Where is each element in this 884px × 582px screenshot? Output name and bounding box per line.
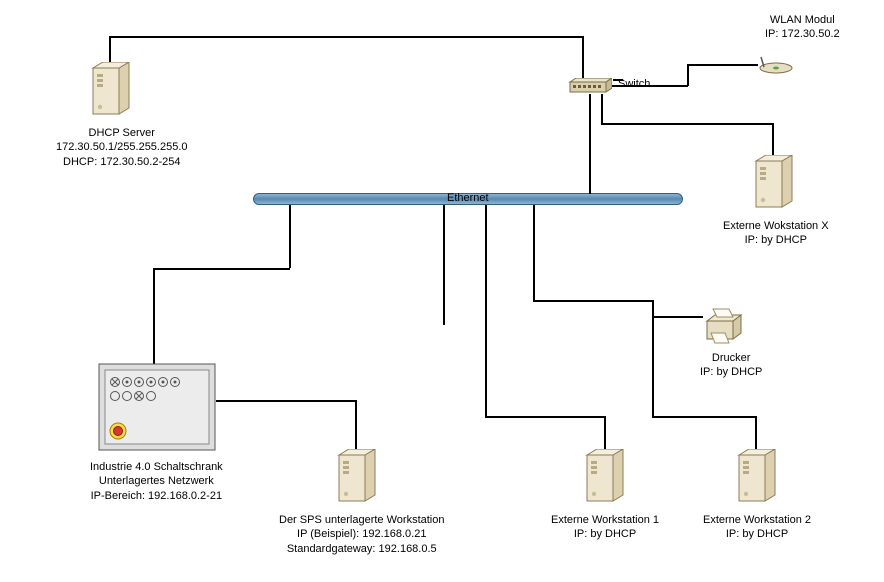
label-line: IP (Beispiel): 192.168.0.21	[297, 528, 426, 540]
label-line: Drucker	[712, 352, 751, 364]
label-line: Unterlagertes Netzwerk	[99, 475, 214, 487]
label-line: DHCP: 172.30.50.2-254	[63, 156, 180, 168]
wire	[109, 36, 583, 38]
label-line: DHCP Server	[89, 127, 155, 139]
printer-label: Drucker IP: by DHCP	[700, 351, 762, 380]
wire	[485, 205, 487, 416]
wlan-label: WLAN Modul IP: 172.30.50.2	[765, 13, 840, 42]
label-line: IP: by DHCP	[574, 528, 636, 540]
cabinet-label: Industrie 4.0 Schaltschrank Unterlagerte…	[90, 460, 223, 503]
label-line: Der SPS unterlagerte Workstation	[279, 514, 444, 526]
sps-ws-icon	[335, 449, 377, 507]
wire	[153, 268, 155, 364]
switch-icon	[568, 78, 612, 94]
wire	[533, 205, 535, 300]
wire	[772, 123, 774, 155]
switch-label: Switch	[618, 77, 650, 91]
wire	[687, 64, 689, 86]
wire	[109, 36, 111, 62]
label-line: IP: by DHCP	[745, 234, 807, 246]
wire	[533, 300, 652, 302]
ext-ws-2-label: Externe Workstation 2 IP: by DHCP	[703, 513, 811, 542]
wire	[153, 268, 290, 270]
ext-ws-x-label: Externe Wokstation X IP: by DHCP	[723, 219, 829, 248]
label-line: WLAN Modul	[770, 14, 835, 26]
label-line: Industrie 4.0 Schaltschrank	[90, 461, 223, 473]
ext-ws-x-icon	[752, 155, 794, 213]
ext-ws-1-icon	[583, 449, 625, 507]
wire	[755, 416, 757, 450]
ext-ws-2-icon	[735, 449, 777, 507]
label-line: 172.30.50.1/255.255.255.0	[56, 141, 188, 153]
wire	[687, 64, 758, 66]
wire	[601, 94, 603, 124]
wire	[582, 36, 584, 79]
wire	[652, 416, 755, 418]
cabinet-icon	[98, 363, 216, 451]
label-line: IP: by DHCP	[726, 528, 788, 540]
wire	[589, 94, 591, 194]
wire	[289, 205, 291, 268]
wlan-icon	[758, 55, 794, 75]
wire	[485, 416, 604, 418]
label-line: Externe Workstation 2	[703, 514, 811, 526]
sps-ws-label: Der SPS unterlagerte Workstation IP (Bei…	[279, 513, 444, 556]
wire	[443, 205, 445, 325]
dhcp-server-label: DHCP Server 172.30.50.1/255.255.255.0 DH…	[56, 126, 188, 169]
label-line: Externe Workstation 1	[551, 514, 659, 526]
dhcp-server-icon	[89, 62, 131, 120]
label-line: IP: 172.30.50.2	[765, 28, 840, 40]
ethernet-label: Ethernet	[447, 192, 489, 204]
label-line: IP-Bereich: 192.168.0.2-21	[91, 490, 222, 502]
wire	[601, 123, 772, 125]
label-line: Standardgateway: 192.168.0.5	[287, 543, 437, 555]
printer-icon	[703, 305, 743, 345]
label-line: Externe Wokstation X	[723, 220, 829, 232]
wire	[652, 300, 654, 316]
wire	[604, 416, 606, 450]
wire	[216, 400, 355, 402]
ext-ws-1-label: Externe Workstation 1 IP: by DHCP	[551, 513, 659, 542]
wire	[652, 316, 703, 318]
label-line: IP: by DHCP	[700, 366, 762, 378]
wire	[652, 316, 654, 416]
wire	[355, 400, 357, 450]
